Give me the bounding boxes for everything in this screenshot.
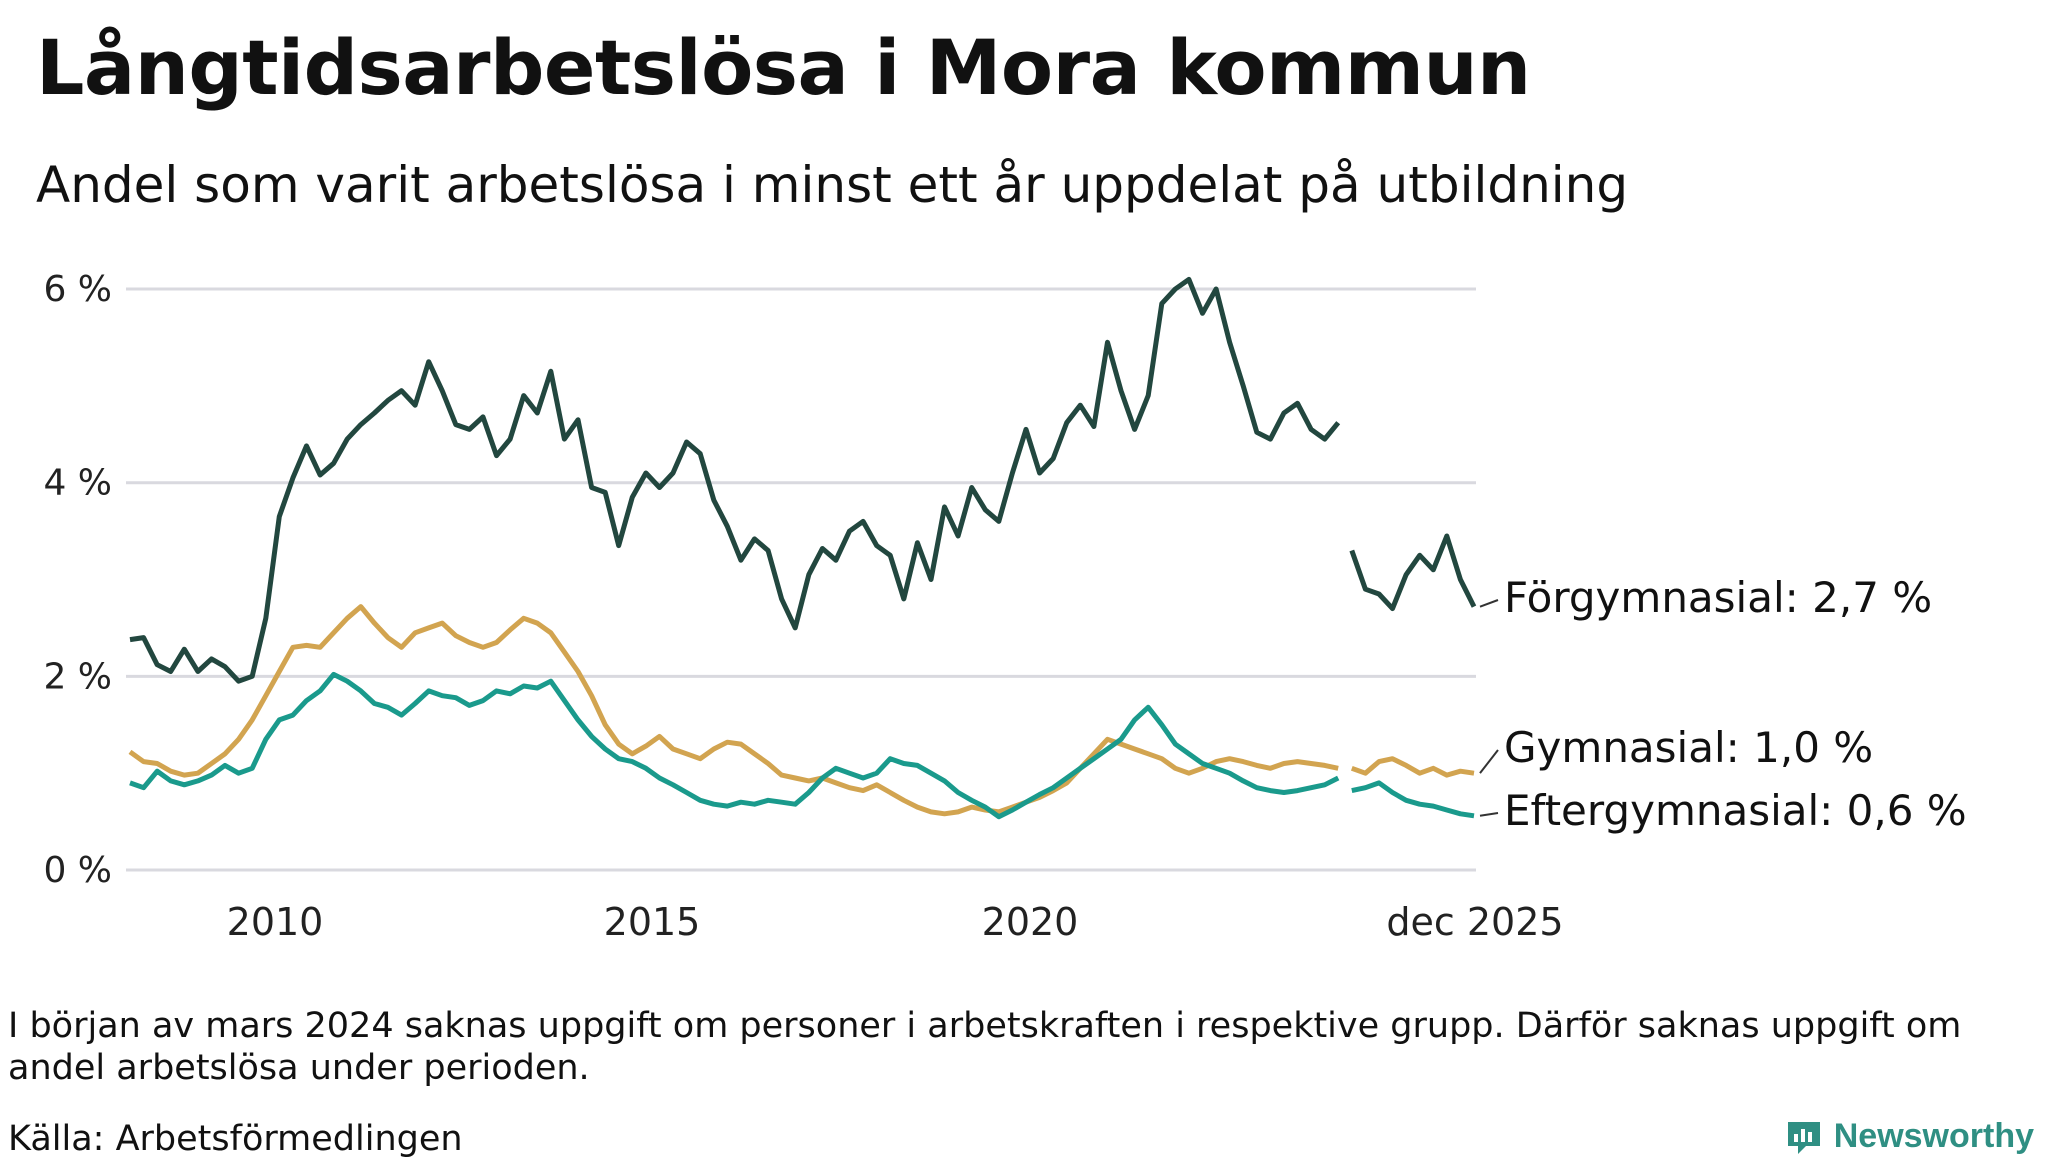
y-tick-label: 4 % xyxy=(43,463,112,504)
source-note: Källa: Arbetsförmedlingen xyxy=(8,1119,463,1159)
newsworthy-logo-icon xyxy=(1787,1122,1820,1154)
series-line-eftergymnasial-after-gap xyxy=(1351,780,1475,819)
label-leader-line xyxy=(1479,812,1499,817)
series-line-gymnasial xyxy=(128,604,1339,817)
chart-title: Långtidsarbetslösa i Mora kommun xyxy=(36,23,1531,112)
brand-logo[interactable]: Newsworthy xyxy=(1784,1116,2034,1156)
x-tick-label: 2010 xyxy=(227,900,324,944)
x-tick-label: 2015 xyxy=(604,900,701,944)
y-tick-label: 6 % xyxy=(43,269,112,310)
series-end-label: Eftergymnasial: 0,6 % xyxy=(1504,786,1967,835)
label-leader-line xyxy=(1479,749,1499,774)
y-tick-label: 2 % xyxy=(43,656,112,697)
series-line-eftergymnasial xyxy=(129,671,1340,820)
brand-name: Newsworthy xyxy=(1833,1116,2034,1155)
series-line-förgymnasial-after-gap xyxy=(1349,533,1477,612)
chart-subtitle: Andel som varit arbetslösa i minst ett å… xyxy=(36,156,1629,214)
series-line-gymnasial-after-gap xyxy=(1350,756,1475,778)
x-tick-label: 2020 xyxy=(982,900,1079,944)
footnote: I början av mars 2024 saknas uppgift om … xyxy=(8,1006,1962,1088)
x-tick-label: dec 2025 xyxy=(1386,900,1563,944)
series-end-label: Gymnasial: 1,0 % xyxy=(1504,723,1873,772)
y-tick-label: 0 % xyxy=(43,850,112,891)
label-leader-line xyxy=(1479,599,1499,608)
series-end-label: Förgymnasial: 2,7 % xyxy=(1504,573,1932,622)
series-line-förgymnasial xyxy=(129,276,1341,684)
